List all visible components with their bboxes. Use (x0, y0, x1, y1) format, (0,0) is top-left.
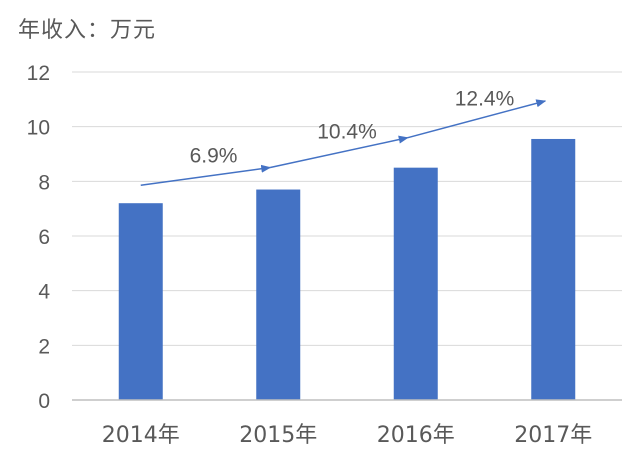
y-tick-label: 8 (38, 171, 50, 194)
bar (531, 138, 576, 400)
y-tick-label: 0 (38, 390, 50, 413)
y-tick-label: 4 (38, 281, 50, 304)
growth-label: 6.9% (190, 144, 238, 167)
growth-label: 12.4% (455, 87, 515, 110)
x-tick-label: 2016年 (377, 423, 455, 448)
growth-arrow (407, 99, 547, 139)
growth-arrow (270, 135, 409, 169)
y-tick-label: 12 (27, 62, 50, 85)
x-tick-label: 2015年 (239, 423, 317, 448)
x-tick-label: 2017年 (514, 423, 592, 448)
y-tick-label: 2 (38, 335, 50, 358)
y-tick-label: 6 (38, 226, 50, 249)
growth-label: 10.4% (317, 121, 377, 144)
x-tick-label: 2014年 (102, 423, 180, 448)
y-axis-unit-label: 年收入：万元 (18, 18, 157, 43)
growth-arrow (140, 164, 272, 186)
bar (393, 167, 438, 400)
bar (256, 189, 301, 400)
y-tick-label: 10 (27, 117, 50, 140)
bar (118, 203, 163, 400)
